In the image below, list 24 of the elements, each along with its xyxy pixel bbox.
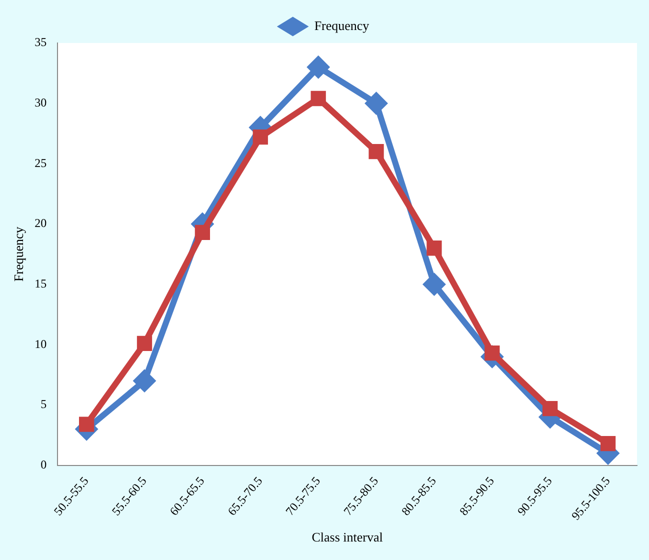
point — [368, 144, 384, 160]
y-axis-title: Frequency — [11, 226, 26, 282]
point — [422, 272, 446, 296]
point — [136, 336, 152, 352]
y-tick-label: 15 — [34, 276, 47, 290]
y-tick-label: 0 — [40, 457, 47, 472]
y-tick-label: 30 — [34, 95, 47, 110]
point — [426, 240, 442, 256]
legend-label: Frequency — [314, 18, 370, 33]
y-tick-label: 35 — [34, 35, 47, 50]
point — [600, 436, 616, 452]
point — [194, 224, 210, 240]
point — [252, 130, 268, 145]
y-tick-label: 20 — [34, 216, 47, 230]
point — [306, 56, 330, 79]
point — [310, 90, 326, 106]
y-tick-label: 10 — [34, 336, 47, 351]
point — [542, 401, 558, 416]
point — [79, 416, 94, 432]
y-tick-label: 5 — [40, 397, 47, 412]
x-axis-title: Class interval — [312, 530, 384, 545]
y-tick-label: 25 — [34, 156, 47, 170]
point — [364, 92, 388, 115]
point — [133, 369, 156, 392]
